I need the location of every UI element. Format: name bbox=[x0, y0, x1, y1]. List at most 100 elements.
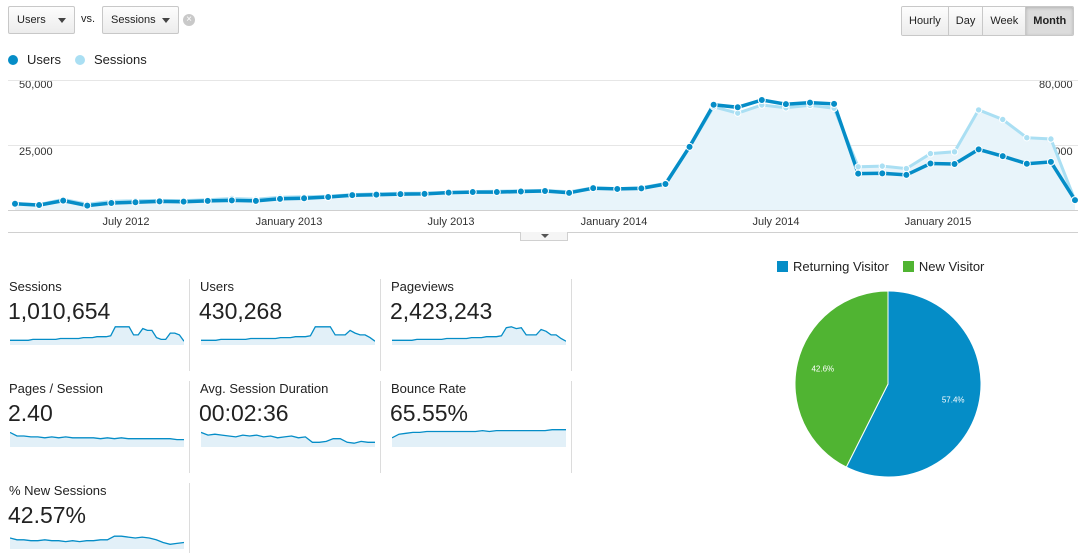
primary-metric-dropdown[interactable]: Users bbox=[8, 6, 75, 34]
scorecard-label: % New Sessions bbox=[9, 483, 107, 498]
hourly-button[interactable]: Hourly bbox=[902, 7, 949, 35]
users-data-point[interactable] bbox=[613, 184, 622, 193]
sparkline-area bbox=[201, 326, 375, 345]
users-data-point[interactable] bbox=[300, 194, 309, 203]
users-data-point[interactable] bbox=[131, 198, 140, 207]
visitor-type-pie-chart[interactable]: 57.4% 42.6% bbox=[790, 286, 990, 486]
users-data-point[interactable] bbox=[878, 169, 887, 178]
pie-legend-returning-visitor[interactable]: Returning Visitor bbox=[777, 259, 889, 274]
comparison-metric-label: Sessions bbox=[111, 14, 156, 26]
users-data-point[interactable] bbox=[998, 152, 1007, 161]
x-tick-label: July 2013 bbox=[427, 216, 475, 228]
users-data-point[interactable] bbox=[492, 188, 501, 197]
users-data-point[interactable] bbox=[59, 196, 68, 205]
legend-item-sessions[interactable]: Sessions bbox=[74, 52, 147, 67]
sessions-data-point[interactable] bbox=[902, 164, 911, 173]
scorecard-pageviews[interactable]: Pageviews 2,423,243 bbox=[390, 279, 572, 371]
sessions-data-point[interactable] bbox=[854, 163, 862, 171]
users-data-point[interactable] bbox=[637, 184, 646, 193]
users-data-point[interactable] bbox=[830, 99, 839, 108]
legend-label-sessions: Sessions bbox=[93, 52, 147, 67]
users-data-point[interactable] bbox=[902, 170, 911, 179]
sessions-data-point[interactable] bbox=[926, 149, 935, 158]
users-sessions-line-chart[interactable] bbox=[0, 0, 1083, 240]
comparison-metric-dropdown[interactable]: Sessions bbox=[102, 6, 179, 34]
sparkline-line bbox=[10, 431, 184, 441]
chart-legend: Users Sessions bbox=[8, 52, 147, 67]
users-data-point[interactable] bbox=[179, 197, 188, 206]
users-data-point[interactable] bbox=[444, 188, 453, 197]
month-button[interactable]: Month bbox=[1026, 7, 1074, 35]
pie-legend-label: Returning Visitor bbox=[793, 259, 889, 274]
users-data-point[interactable] bbox=[806, 98, 814, 107]
users-data-point[interactable] bbox=[107, 198, 116, 207]
users-data-point[interactable] bbox=[781, 100, 790, 109]
users-data-point[interactable] bbox=[661, 180, 670, 188]
users-data-point[interactable] bbox=[11, 199, 19, 208]
users-data-point[interactable] bbox=[83, 201, 92, 210]
sessions-data-point[interactable] bbox=[999, 115, 1007, 124]
collapse-chart-toggle[interactable] bbox=[520, 232, 568, 241]
users-data-point[interactable] bbox=[1022, 159, 1031, 168]
users-data-point[interactable] bbox=[227, 196, 236, 205]
users-sparkline bbox=[201, 326, 375, 345]
scorecard-pages-per-session[interactable]: Pages / Session 2.40 bbox=[8, 381, 190, 473]
scorecard-new-sessions[interactable]: % New Sessions 42.57% bbox=[8, 483, 190, 553]
users-data-point[interactable] bbox=[468, 188, 477, 197]
users-data-point[interactable] bbox=[372, 190, 381, 199]
week-button[interactable]: Week bbox=[983, 7, 1027, 35]
day-button[interactable]: Day bbox=[948, 7, 984, 35]
users-data-point[interactable] bbox=[974, 145, 983, 154]
users-data-point[interactable] bbox=[950, 159, 959, 168]
users-data-point[interactable] bbox=[420, 189, 429, 198]
users-data-point[interactable] bbox=[685, 142, 694, 151]
scorecard-label: Pages / Session bbox=[9, 381, 103, 396]
users-data-point[interactable] bbox=[757, 96, 766, 105]
users-data-point[interactable] bbox=[709, 100, 718, 109]
users-data-point[interactable] bbox=[396, 190, 405, 199]
sparkline-area bbox=[10, 326, 184, 345]
sessions-data-point[interactable] bbox=[878, 162, 886, 170]
pie-legend: Returning Visitor New Visitor bbox=[777, 259, 984, 274]
pie-slice-label: 57.4% bbox=[942, 395, 965, 404]
users-data-point[interactable] bbox=[1046, 157, 1055, 166]
legend-label-users: Users bbox=[27, 52, 61, 67]
pie-legend-new-visitor[interactable]: New Visitor bbox=[902, 259, 985, 274]
sessions-data-point[interactable] bbox=[974, 106, 983, 114]
scorecard-bounce-rate[interactable]: Bounce Rate 65.55% bbox=[390, 381, 572, 473]
scorecard-label: Sessions bbox=[9, 279, 62, 294]
legend-item-users[interactable]: Users bbox=[8, 52, 61, 67]
scorecard-label: Avg. Session Duration bbox=[200, 381, 329, 396]
pie-slice-returning-visitor[interactable] bbox=[845, 290, 982, 478]
users-data-point[interactable] bbox=[155, 197, 164, 206]
sessions-data-point[interactable] bbox=[950, 148, 959, 156]
users-data-point[interactable] bbox=[1071, 196, 1079, 205]
pie-legend-label: New Visitor bbox=[918, 259, 985, 274]
users-data-point[interactable] bbox=[203, 196, 212, 205]
users-data-point[interactable] bbox=[589, 184, 598, 193]
users-data-point[interactable] bbox=[348, 191, 357, 200]
users-data-point[interactable] bbox=[926, 159, 935, 168]
sessions-data-point[interactable] bbox=[1023, 133, 1031, 142]
users-data-point[interactable] bbox=[733, 103, 742, 112]
x-tick-label: January 2013 bbox=[255, 216, 323, 228]
scorecard-value: 1,010,654 bbox=[8, 298, 111, 324]
users-data-point[interactable] bbox=[276, 194, 284, 203]
scorecard-users[interactable]: Users 430,268 bbox=[199, 279, 381, 371]
users-data-point[interactable] bbox=[251, 196, 260, 205]
users-legend-marker bbox=[8, 54, 18, 65]
scorecard-avg-session-duration[interactable]: Avg. Session Duration 00:02:36 bbox=[199, 381, 381, 473]
users-data-point[interactable] bbox=[565, 188, 574, 197]
users-data-point[interactable] bbox=[35, 201, 44, 210]
users-data-point[interactable] bbox=[516, 187, 525, 196]
users-data-point[interactable] bbox=[324, 193, 333, 201]
pie-slice-new-visitor[interactable] bbox=[794, 290, 889, 468]
sparkline-line bbox=[392, 429, 566, 439]
clear-comparison-icon[interactable]: × bbox=[183, 14, 195, 26]
users-data-point[interactable] bbox=[541, 187, 549, 196]
sessions-data-point[interactable] bbox=[1047, 135, 1055, 143]
scorecard-label: Pageviews bbox=[391, 279, 454, 294]
users-data-point[interactable] bbox=[854, 169, 863, 178]
chevron-down-icon bbox=[162, 18, 170, 23]
scorecard-sessions[interactable]: Sessions 1,010,654 bbox=[8, 279, 190, 371]
